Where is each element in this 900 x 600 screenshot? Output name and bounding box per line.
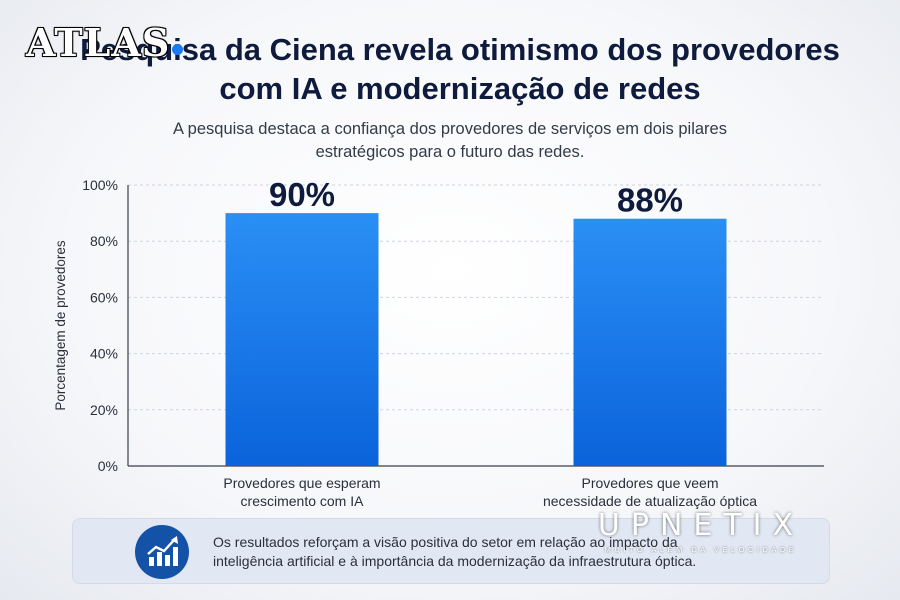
atlas-logo-dot	[172, 44, 183, 55]
growth-chart-icon	[135, 525, 189, 579]
conclusion-line-1: Os resultados reforçam a visão positiva …	[213, 534, 678, 550]
y-tick-label: 40%	[90, 346, 118, 362]
x-category-label: crescimento com IA	[241, 493, 365, 509]
x-category-label: Provedores que veem	[582, 475, 719, 491]
y-tick-label: 100%	[82, 177, 118, 193]
page-subtitle: A pesquisa destaca a confiança dos prove…	[173, 120, 727, 161]
conclusion-line-2: inteligência artificial e à importância …	[213, 553, 697, 569]
atlas-logo: ATLAS	[26, 20, 171, 65]
upnetix-watermark: UPNETIX MUITO ALÉM DA VELOCIDADE	[566, 508, 836, 554]
upnetix-tagline: MUITO ALÉM DA VELOCIDADE	[604, 545, 798, 554]
conclusion-text: Os resultados reforçam a visão positiva …	[213, 533, 813, 571]
y-tick-label: 60%	[90, 289, 118, 305]
y-axis-label: Porcentagem de provedores	[53, 240, 68, 411]
labels: 90% Provedores que esperam crescimento com…	[223, 176, 757, 509]
y-tick-label: 80%	[90, 233, 118, 249]
bars	[225, 213, 727, 466]
conclusion-box: Os resultados reforçam a visão positiva …	[72, 518, 830, 584]
y-tick-label: 0%	[98, 458, 118, 474]
page-title: Pesquisa da Ciena revela otimismo dos pr…	[80, 32, 840, 106]
upnetix-logo-text: UPNETIX	[597, 508, 805, 543]
bar	[573, 218, 727, 466]
x-category-label: necessidade de atualização óptica	[543, 493, 757, 509]
y-tick-label: 20%	[90, 402, 118, 418]
x-category-label: Provedores que esperam	[223, 475, 380, 491]
bar	[225, 213, 379, 466]
bar-value-label: 88%	[617, 182, 683, 219]
bar-value-label: 90%	[269, 176, 335, 213]
